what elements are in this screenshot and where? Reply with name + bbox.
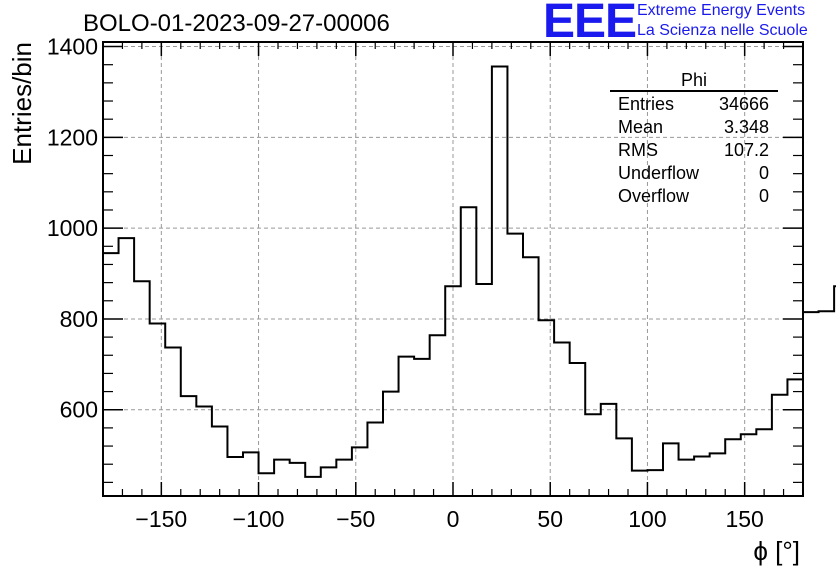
y-axis-title: Entries/bin (7, 42, 37, 165)
x-tick-label: 150 (725, 506, 763, 532)
stats-label: RMS (618, 140, 658, 160)
stats-label: Mean (618, 117, 663, 137)
x-tick-label: −150 (135, 506, 187, 532)
y-tick-label: 1400 (47, 34, 98, 60)
stats-value: 34666 (719, 94, 769, 114)
stats-value: 3.348 (724, 117, 769, 137)
stats-value: 0 (759, 186, 769, 206)
y-tick-label: 1000 (47, 215, 98, 241)
eee-logo: EEE (543, 0, 637, 48)
y-tick-label: 800 (60, 306, 98, 332)
stats-label: Overflow (618, 186, 690, 206)
y-tick-label: 600 (60, 397, 98, 423)
plot-title: BOLO-01-2023-09-27-00006 (83, 10, 390, 37)
tick-labels: −150 −100 −50 0 50 100 150 600 800 1000 1200 1400 (47, 34, 764, 532)
stats-value: 107.2 (724, 140, 769, 160)
stats-box: Phi Entries 34666 Mean 3.348 RMS 107.2 Underfl… (610, 70, 778, 206)
histogram-series-line (103, 65, 836, 478)
plot-frame (102, 41, 804, 497)
x-tick-label: −100 (233, 506, 285, 532)
x-tick-label: 0 (447, 506, 460, 532)
y-tick-label: 1200 (47, 124, 98, 150)
x-axis-title: ϕ [°] (753, 536, 800, 566)
axis-ticks (102, 42, 804, 496)
logo-caption-line2: La Scienza nelle Scuole (637, 22, 808, 39)
x-tick-label: 100 (628, 506, 666, 532)
stats-value: 0 (759, 163, 769, 183)
logo-caption-line1: Extreme Energy Events (637, 2, 806, 19)
stats-label: Underflow (618, 163, 700, 183)
grid-lines (103, 42, 803, 496)
stats-label: Entries (618, 94, 674, 114)
x-tick-label: −50 (336, 506, 375, 532)
x-tick-label: 50 (537, 506, 563, 532)
stats-title: Phi (681, 70, 707, 90)
